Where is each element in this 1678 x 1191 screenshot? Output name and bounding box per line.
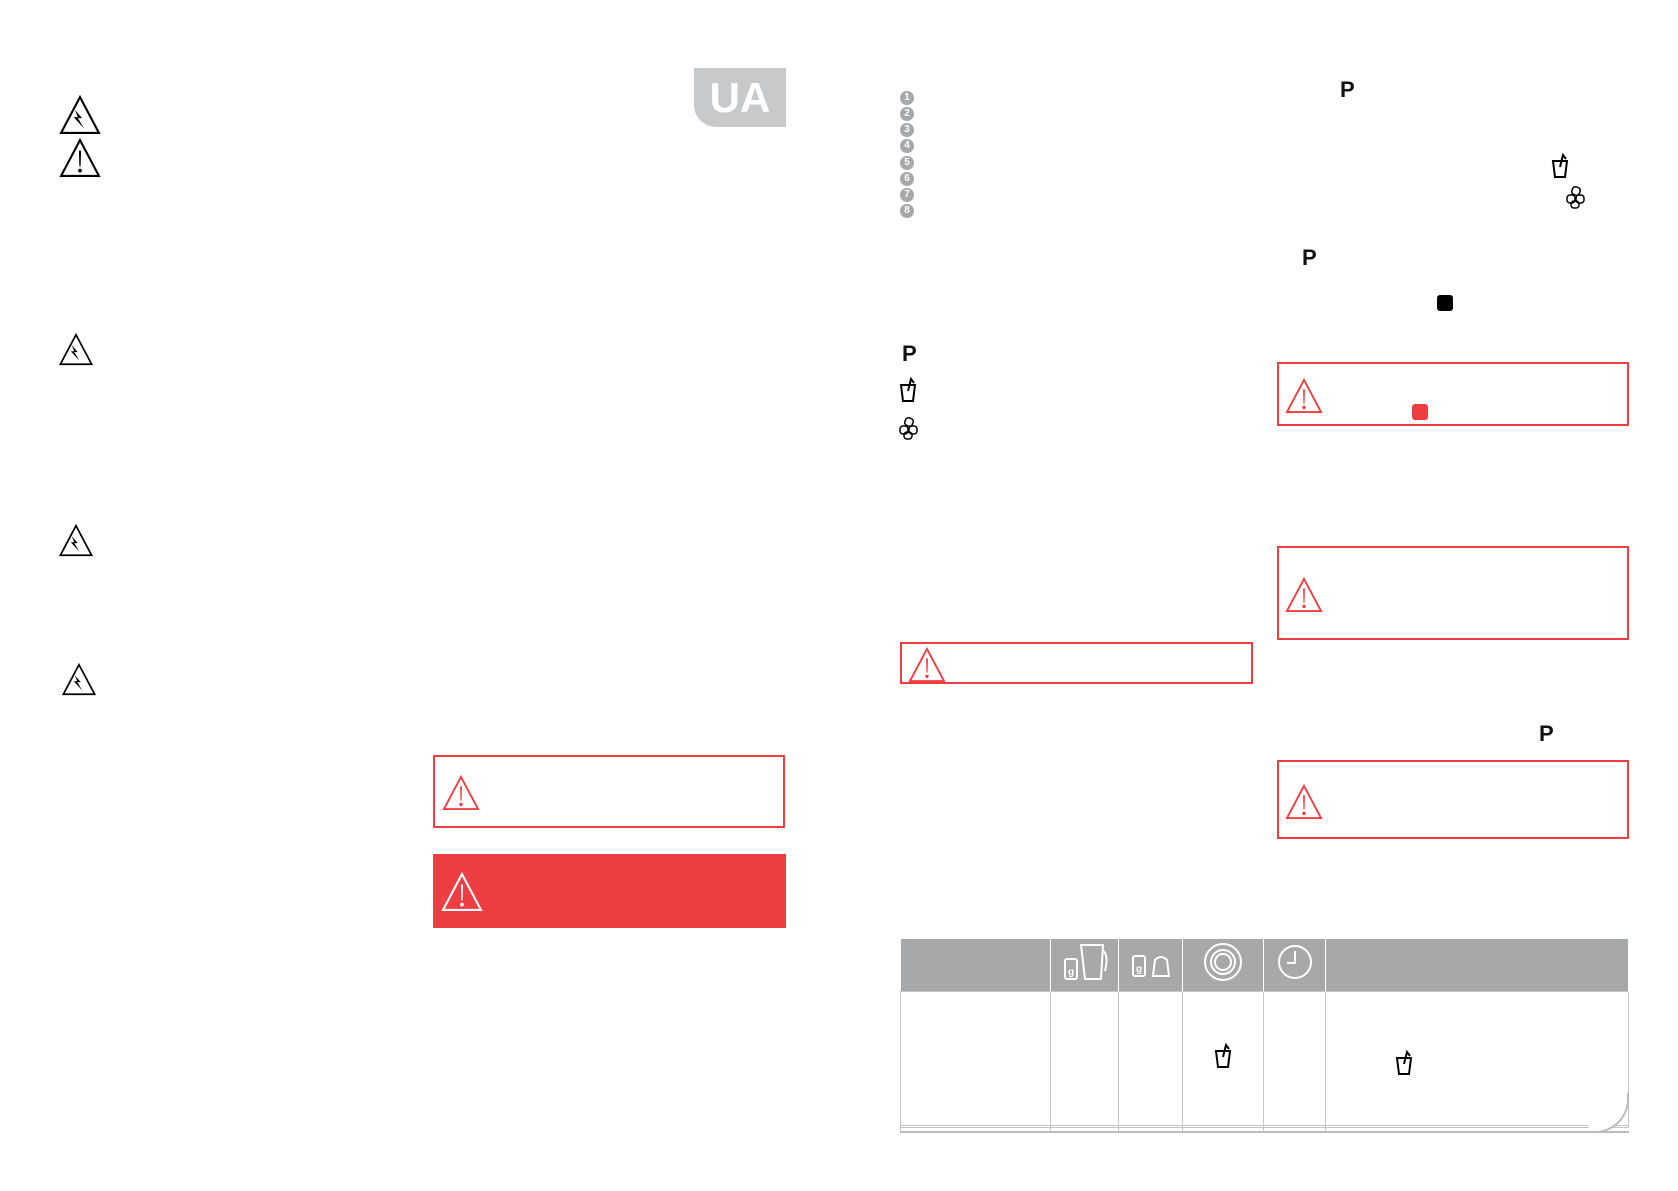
part-number: 3 bbox=[900, 123, 914, 137]
warning-icon bbox=[1286, 784, 1322, 820]
warning-icon bbox=[1286, 378, 1322, 414]
electric-hazard-icon bbox=[62, 663, 96, 696]
smoothie-icon bbox=[1215, 1043, 1231, 1068]
danger-box bbox=[433, 854, 786, 928]
table-header: g g bbox=[900, 939, 1629, 991]
part-number: 7 bbox=[900, 188, 914, 202]
electric-hazard-icon bbox=[59, 96, 101, 134]
part-number: 5 bbox=[900, 156, 914, 170]
caution-box bbox=[1277, 362, 1629, 426]
scale-cup-icon: g bbox=[1118, 939, 1183, 991]
part-number: 4 bbox=[900, 139, 914, 153]
ice-crush-icon bbox=[899, 417, 918, 440]
warning-icon bbox=[59, 139, 101, 177]
program-button-label: P bbox=[1302, 245, 1317, 270]
speed-dial-icon bbox=[1182, 939, 1264, 991]
warning-icon bbox=[1286, 577, 1322, 613]
electric-hazard-icon bbox=[59, 333, 93, 366]
language-badge: UA bbox=[694, 68, 786, 127]
part-number: 1 bbox=[900, 91, 914, 105]
part-number: 2 bbox=[900, 107, 914, 121]
stop-button-icon-red bbox=[1412, 404, 1428, 420]
timer-icon bbox=[1263, 939, 1326, 991]
stop-button-icon bbox=[1437, 295, 1453, 311]
warning-icon bbox=[441, 872, 483, 911]
ice-crush-icon bbox=[1566, 186, 1585, 209]
caution-box bbox=[433, 755, 785, 828]
caution-box bbox=[900, 642, 1253, 684]
table-row bbox=[900, 990, 1629, 1126]
svg-text:g: g bbox=[1068, 967, 1074, 978]
program-button-label: P bbox=[1340, 77, 1355, 102]
warning-icon bbox=[909, 647, 945, 683]
table-row bbox=[900, 1127, 1629, 1133]
program-button-label: P bbox=[1539, 721, 1554, 746]
program-button-label: P bbox=[902, 341, 917, 366]
part-number: 6 bbox=[900, 172, 914, 186]
scale-jug-icon: g bbox=[1050, 939, 1119, 991]
svg-text:g: g bbox=[1136, 964, 1142, 975]
part-number: 8 bbox=[900, 204, 914, 218]
warning-icon bbox=[442, 775, 480, 811]
smoothie-icon bbox=[1552, 154, 1568, 178]
smoothie-icon bbox=[1396, 1050, 1412, 1075]
caution-box bbox=[1277, 760, 1629, 839]
electric-hazard-icon bbox=[59, 524, 93, 557]
program-table: g g bbox=[900, 939, 1629, 1133]
caution-box bbox=[1277, 546, 1629, 640]
smoothie-icon bbox=[900, 378, 916, 402]
